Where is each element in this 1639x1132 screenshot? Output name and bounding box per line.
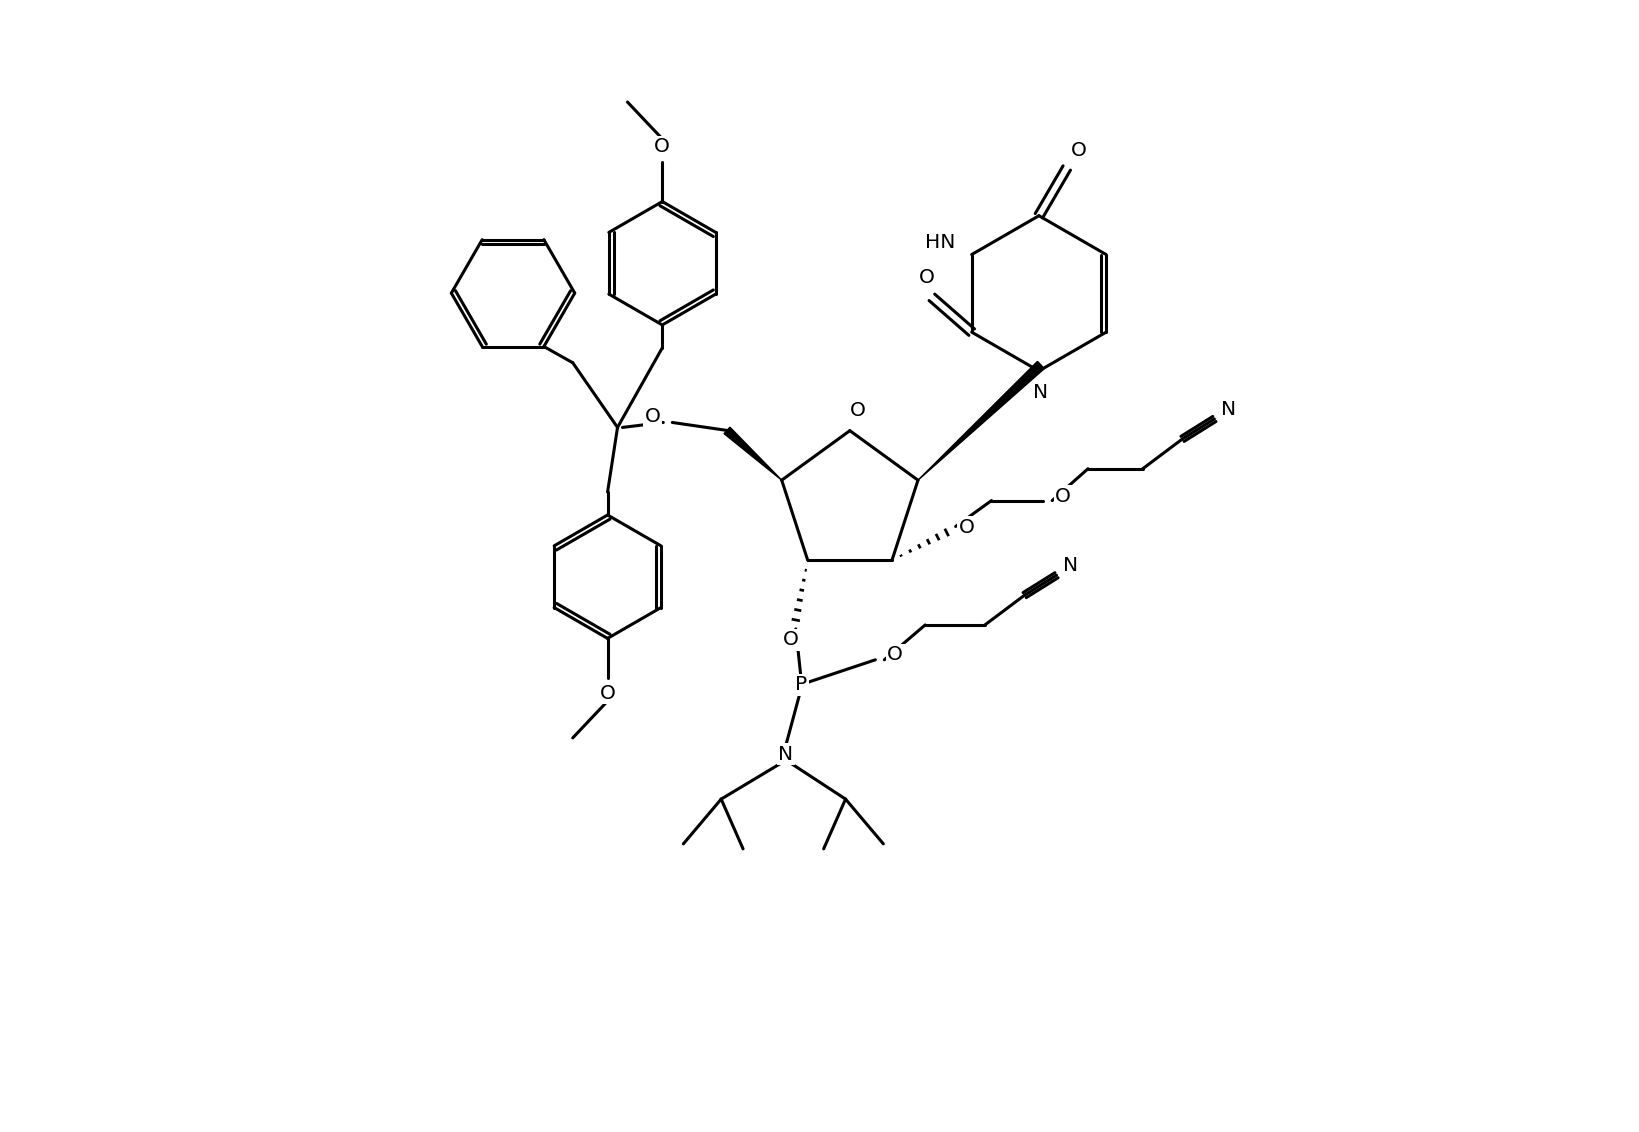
Text: N: N bbox=[1219, 400, 1236, 419]
Text: O: O bbox=[918, 268, 934, 286]
Text: O: O bbox=[1054, 487, 1070, 506]
Text: O: O bbox=[782, 631, 798, 650]
Text: O: O bbox=[644, 408, 661, 426]
Text: O: O bbox=[600, 684, 615, 703]
Text: O: O bbox=[654, 137, 670, 156]
Text: N: N bbox=[1062, 556, 1077, 575]
Text: O: O bbox=[959, 518, 974, 537]
Polygon shape bbox=[723, 427, 782, 480]
Text: O: O bbox=[849, 401, 865, 420]
Text: O: O bbox=[887, 645, 903, 664]
Polygon shape bbox=[918, 361, 1044, 480]
Text: HN: HN bbox=[924, 233, 954, 252]
Text: N: N bbox=[779, 745, 793, 764]
Text: O: O bbox=[1070, 140, 1087, 160]
Text: N: N bbox=[1033, 384, 1047, 402]
Text: P: P bbox=[795, 675, 806, 694]
